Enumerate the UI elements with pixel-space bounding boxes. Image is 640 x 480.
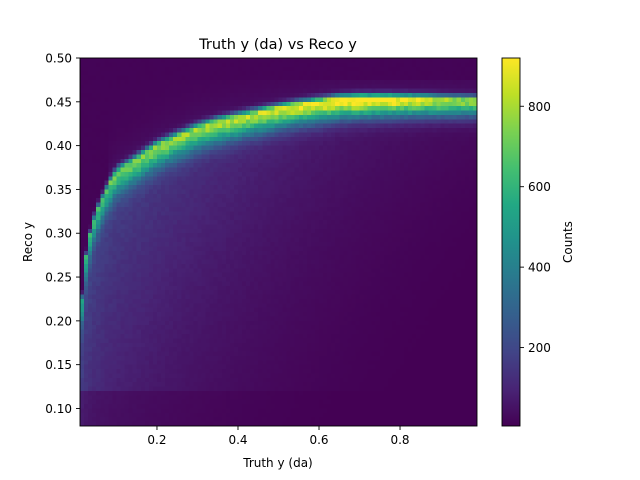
colorbar: [501, 57, 521, 427]
colorbar-tick-label: 200: [528, 341, 551, 355]
y-tick-label: 0.25: [45, 271, 72, 285]
y-tick-label: 0.20: [45, 314, 72, 328]
x-tick-label: 0.8: [390, 433, 409, 447]
plot-area: [80, 58, 477, 426]
x-axis: 0.2 0.4 0.6 0.8: [147, 426, 410, 447]
colorbar-tick-label: 800: [528, 100, 551, 114]
y-tick-label: 0.50: [45, 52, 72, 66]
colorbar-label: Counts: [561, 221, 575, 263]
y-axis-label: Reco y: [21, 222, 35, 262]
colorbar-tick-label: 600: [528, 180, 551, 194]
chart-title: Truth y (da) vs Reco y: [198, 37, 357, 53]
y-tick-label: 0.15: [45, 358, 72, 372]
colorbar-axis: 200 400 600 800: [520, 100, 551, 355]
y-tick-label: 0.30: [45, 227, 72, 241]
y-tick-label: 0.45: [45, 95, 72, 109]
y-tick-label: 0.35: [45, 183, 72, 197]
colorbar-tick-label: 400: [528, 261, 551, 275]
y-tick-label: 0.10: [45, 402, 72, 416]
y-tick-label: 0.40: [45, 139, 72, 153]
x-tick-label: 0.2: [147, 433, 166, 447]
x-axis-label: Truth y (da): [242, 456, 312, 470]
x-tick-label: 0.6: [309, 433, 328, 447]
plot-frame: [79, 57, 478, 427]
y-axis: 0.10 0.15 0.20 0.25 0.30 0.35 0.40 0.45 0.50: [45, 52, 80, 416]
heatmap-image: [80, 58, 477, 426]
x-tick-label: 0.4: [228, 433, 247, 447]
